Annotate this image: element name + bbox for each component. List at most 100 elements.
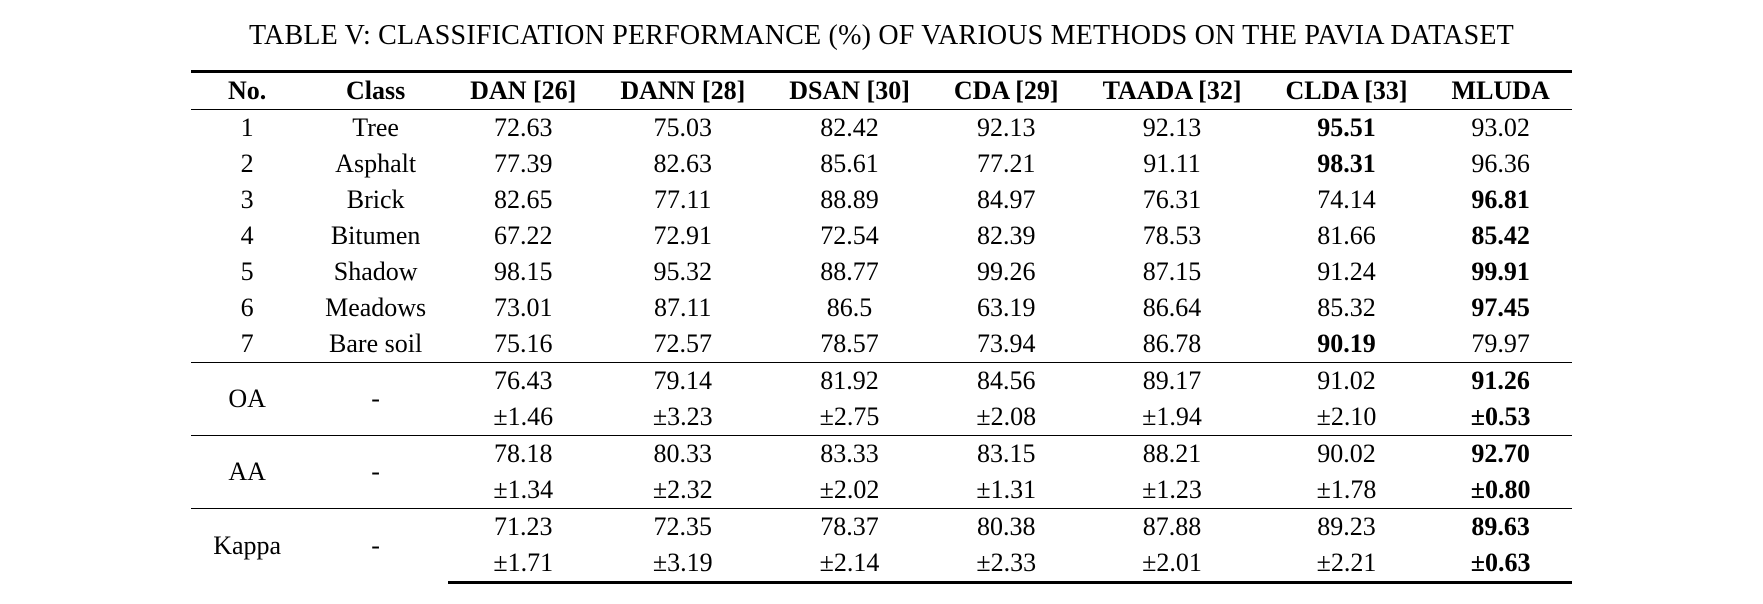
metric-std-value: ±0.80 (1430, 472, 1572, 509)
metric-std-value: ±2.33 (932, 545, 1081, 583)
metric-dash: - (303, 436, 448, 509)
table-row: 4Bitumen67.2272.9172.5482.3978.5381.6685… (191, 218, 1572, 254)
metric-mean-value: 80.33 (598, 436, 767, 473)
col-dann: DANN [28] (598, 72, 767, 110)
col-taada: TAADA [32] (1081, 72, 1264, 110)
cell-value: 98.15 (448, 254, 598, 290)
metric-row-mean: OA-76.4379.1481.9284.5689.1791.0291.26 (191, 363, 1572, 400)
cell-value: 91.11 (1081, 146, 1264, 182)
metric-label: AA (191, 436, 303, 509)
metric-mean-value: 79.14 (598, 363, 767, 400)
metric-mean-value: 78.37 (767, 509, 932, 546)
metric-std-value: ±1.94 (1081, 399, 1264, 436)
metric-mean-value: 81.92 (767, 363, 932, 400)
cell-value: 91.24 (1263, 254, 1429, 290)
metric-mean-value: 90.02 (1263, 436, 1429, 473)
cell-class: Bitumen (303, 218, 448, 254)
cell-class: Brick (303, 182, 448, 218)
cell-value: 73.01 (448, 290, 598, 326)
metric-std-value: ±0.63 (1430, 545, 1572, 583)
cell-value: 92.13 (1081, 110, 1264, 147)
cell-value: 86.64 (1081, 290, 1264, 326)
metric-mean-value: 91.26 (1430, 363, 1572, 400)
metric-std-value: ±1.46 (448, 399, 598, 436)
metric-row-mean: Kappa-71.2372.3578.3780.3887.8889.2389.6… (191, 509, 1572, 546)
col-mluda: MLUDA (1430, 72, 1572, 110)
metric-mean-value: 83.33 (767, 436, 932, 473)
cell-value: 77.39 (448, 146, 598, 182)
metric-mean-value: 78.18 (448, 436, 598, 473)
col-no: No. (191, 72, 303, 110)
metric-std-value: ±2.02 (767, 472, 932, 509)
cell-value: 76.31 (1081, 182, 1264, 218)
cell-value: 96.81 (1430, 182, 1572, 218)
cell-value: 88.77 (767, 254, 932, 290)
cell-value: 95.51 (1263, 110, 1429, 147)
cell-value: 82.39 (932, 218, 1081, 254)
cell-value: 72.63 (448, 110, 598, 147)
cell-class: Tree (303, 110, 448, 147)
table-header-row: No. Class DAN [26] DANN [28] DSAN [30] C… (191, 72, 1572, 110)
cell-value: 77.11 (598, 182, 767, 218)
table-row: 2Asphalt77.3982.6385.6177.2191.1198.3196… (191, 146, 1572, 182)
cell-value: 74.14 (1263, 182, 1429, 218)
metric-mean-value: 92.70 (1430, 436, 1572, 473)
metric-label: Kappa (191, 509, 303, 583)
cell-value: 75.16 (448, 326, 598, 363)
cell-value: 86.5 (767, 290, 932, 326)
table-row: 6Meadows73.0187.1186.563.1986.6485.3297.… (191, 290, 1572, 326)
cell-no: 5 (191, 254, 303, 290)
cell-value: 72.57 (598, 326, 767, 363)
table-row: 1Tree72.6375.0382.4292.1392.1395.5193.02 (191, 110, 1572, 147)
cell-value: 78.53 (1081, 218, 1264, 254)
cell-value: 86.78 (1081, 326, 1264, 363)
cell-value: 99.91 (1430, 254, 1572, 290)
cell-value: 99.26 (932, 254, 1081, 290)
cell-value: 98.31 (1263, 146, 1429, 182)
metric-std-value: ±2.21 (1263, 545, 1429, 583)
col-clda: CLDA [33] (1263, 72, 1429, 110)
metric-mean-value: 87.88 (1081, 509, 1264, 546)
cell-class: Meadows (303, 290, 448, 326)
cell-value: 82.42 (767, 110, 932, 147)
cell-no: 6 (191, 290, 303, 326)
cell-value: 93.02 (1430, 110, 1572, 147)
metric-dash: - (303, 363, 448, 436)
metric-std-value: ±0.53 (1430, 399, 1572, 436)
metric-std-value: ±2.32 (598, 472, 767, 509)
metric-std-value: ±1.31 (932, 472, 1081, 509)
metric-std-value: ±1.23 (1081, 472, 1264, 509)
col-dsan: DSAN [30] (767, 72, 932, 110)
cell-value: 85.42 (1430, 218, 1572, 254)
metric-std-value: ±1.71 (448, 545, 598, 583)
cell-class: Shadow (303, 254, 448, 290)
cell-value: 87.11 (598, 290, 767, 326)
cell-value: 82.65 (448, 182, 598, 218)
cell-value: 85.61 (767, 146, 932, 182)
cell-value: 92.13 (932, 110, 1081, 147)
cell-class: Asphalt (303, 146, 448, 182)
metric-std-value: ±1.78 (1263, 472, 1429, 509)
cell-value: 67.22 (448, 218, 598, 254)
metric-std-value: ±1.34 (448, 472, 598, 509)
cell-value: 82.63 (598, 146, 767, 182)
metric-std-value: ±2.75 (767, 399, 932, 436)
cell-value: 90.19 (1263, 326, 1429, 363)
cell-value: 96.36 (1430, 146, 1572, 182)
cell-value: 88.89 (767, 182, 932, 218)
cell-no: 7 (191, 326, 303, 363)
cell-value: 72.91 (598, 218, 767, 254)
metric-mean-value: 80.38 (932, 509, 1081, 546)
cell-value: 79.97 (1430, 326, 1572, 363)
metric-mean-value: 88.21 (1081, 436, 1264, 473)
metric-std-value: ±2.14 (767, 545, 932, 583)
table-row: 3Brick82.6577.1188.8984.9776.3174.1496.8… (191, 182, 1572, 218)
table-row: 7Bare soil75.1672.5778.5773.9486.7890.19… (191, 326, 1572, 363)
metric-std-value: ±2.10 (1263, 399, 1429, 436)
metric-mean-value: 72.35 (598, 509, 767, 546)
cell-value: 84.97 (932, 182, 1081, 218)
cell-value: 72.54 (767, 218, 932, 254)
performance-table: No. Class DAN [26] DANN [28] DSAN [30] C… (191, 70, 1572, 584)
table-body: 1Tree72.6375.0382.4292.1392.1395.5193.02… (191, 110, 1572, 583)
metric-mean-value: 76.43 (448, 363, 598, 400)
